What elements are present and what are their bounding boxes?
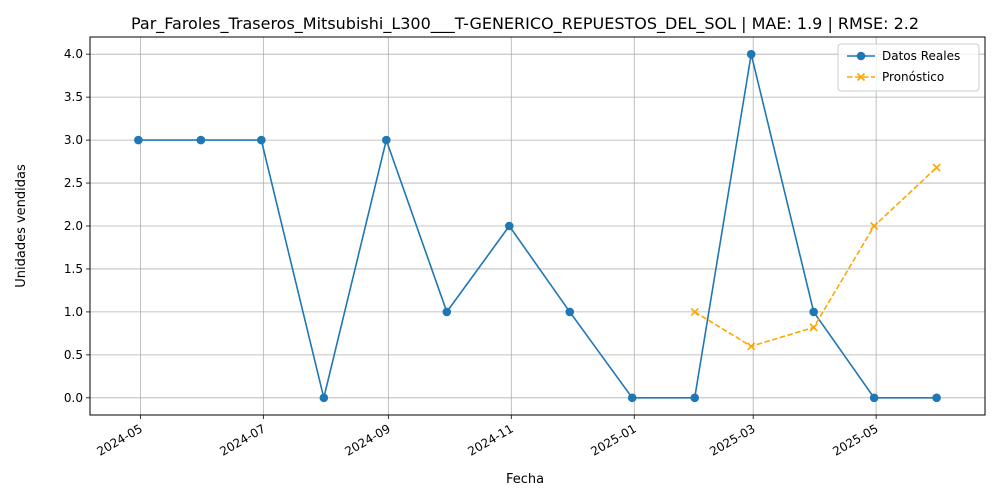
y-tick-label: 1.5: [64, 262, 83, 276]
data-point-datos-reales: [627, 393, 637, 403]
data-point-datos-reales: [746, 49, 756, 59]
y-tick-label: 0.5: [64, 348, 83, 362]
data-point-datos-reales: [869, 393, 879, 403]
y-axis-label: Unidades vendidas: [14, 164, 29, 288]
y-tick-label: 3.0: [64, 133, 83, 147]
data-point-datos-reales: [809, 307, 818, 317]
data-point-datos-reales: [257, 135, 266, 145]
data-point-pronostico: [690, 307, 699, 316]
y-tick-label: 3.5: [64, 90, 83, 104]
data-point-datos-reales: [382, 135, 391, 145]
y-tick-label: 1.0: [64, 305, 83, 319]
data-point-datos-reales: [690, 393, 700, 403]
y-tick-label: 0.0: [64, 391, 83, 405]
data-point-datos-reales: [196, 135, 206, 145]
legend: Datos Reales Pronóstico: [837, 43, 980, 92]
data-point-datos-reales: [504, 221, 514, 231]
data-point-pronostico: [809, 323, 818, 332]
series-group: [134, 49, 941, 403]
data-point-datos-reales: [932, 393, 941, 403]
y-tick-label: 2.5: [64, 176, 83, 190]
x-axis-label: Fecha: [506, 472, 544, 487]
legend-label-datos-reales: Datos Reales: [882, 49, 960, 63]
legend-marker-datos-reales: [856, 51, 866, 61]
y-tick-label: 4.0: [64, 47, 83, 61]
legend-label-pronostico: Pronóstico: [882, 70, 944, 84]
legend-marker-pronostico: [856, 72, 866, 82]
data-point-pronostico: [870, 221, 879, 231]
data-point-datos-reales: [134, 135, 143, 145]
grid: [90, 37, 985, 415]
chart-title: Par_Faroles_Traseros_Mitsubishi_L300___T…: [131, 14, 919, 34]
data-point-pronostico: [932, 163, 941, 172]
data-point-datos-reales: [319, 393, 329, 403]
data-point-datos-reales: [442, 307, 452, 317]
y-tick-label: 2.0: [64, 219, 83, 233]
data-point-pronostico: [747, 342, 756, 351]
series-line-datos-reales: [138, 54, 937, 399]
data-point-datos-reales: [565, 307, 575, 317]
